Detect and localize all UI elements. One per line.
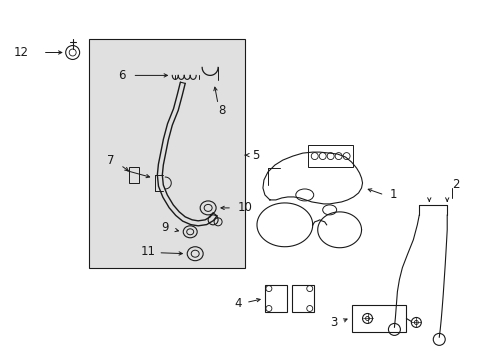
Text: 10: 10 [238, 201, 252, 215]
Text: 8: 8 [218, 104, 225, 117]
Bar [264, 285, 286, 312]
Text: 4: 4 [234, 297, 242, 310]
Text: 7: 7 [106, 154, 114, 167]
Text: 2: 2 [451, 179, 459, 192]
Bar [88, 39, 244, 268]
Text: 3: 3 [329, 316, 337, 329]
Bar [291, 285, 313, 312]
Polygon shape [317, 212, 361, 248]
Polygon shape [263, 152, 362, 204]
Text: 11: 11 [140, 245, 155, 258]
Bar [351, 305, 406, 332]
Text: 12: 12 [14, 46, 29, 59]
Text: 5: 5 [251, 149, 259, 162]
Text: 6: 6 [118, 69, 126, 82]
Text: 9: 9 [161, 221, 169, 234]
Bar [307, 145, 352, 167]
Bar [129, 167, 139, 183]
Polygon shape [257, 203, 312, 247]
Text: 1: 1 [388, 188, 396, 202]
